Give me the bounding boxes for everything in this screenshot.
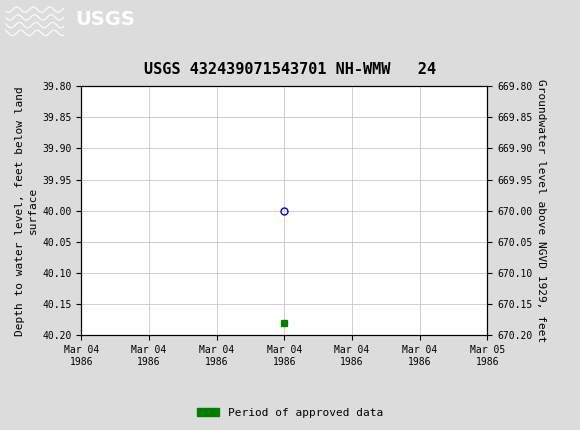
Y-axis label: Depth to water level, feet below land
surface: Depth to water level, feet below land su…	[14, 86, 38, 335]
Text: USGS 432439071543701 NH-WMW   24: USGS 432439071543701 NH-WMW 24	[144, 62, 436, 77]
Text: USGS: USGS	[75, 10, 135, 29]
Y-axis label: Groundwater level above NGVD 1929, feet: Groundwater level above NGVD 1929, feet	[536, 79, 546, 342]
Legend: Period of approved data: Period of approved data	[193, 403, 387, 422]
